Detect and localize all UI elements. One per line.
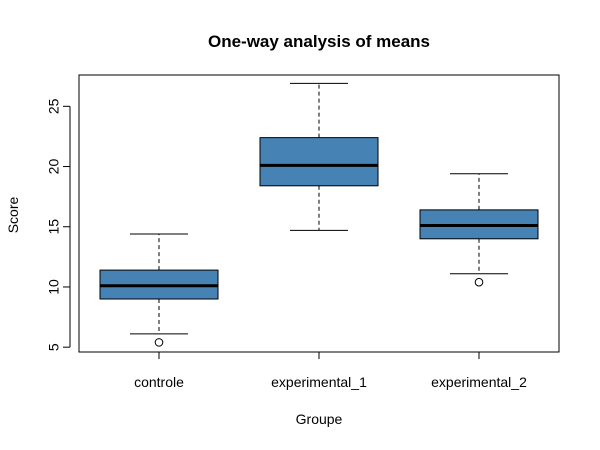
box-controle	[99, 233, 219, 347]
outlier-point	[154, 338, 164, 347]
y-tick-label: 5	[46, 343, 62, 351]
outlier-point	[474, 277, 484, 287]
boxplot-marks	[99, 82, 539, 347]
x-tick-label: experimental_2	[431, 374, 527, 390]
x-axis-label: Groupe	[296, 411, 343, 427]
box-experimental_1	[259, 82, 379, 231]
box-experimental_2	[419, 173, 539, 287]
y-tick-label: 20	[46, 159, 62, 175]
x-axis: controle experimental_1 experimental_2	[134, 351, 527, 390]
chart-title: One-way analysis of means	[208, 32, 430, 51]
y-axis: 5 10 15 20 25	[46, 98, 71, 351]
x-tick-label: controle	[134, 374, 184, 390]
iqr-box	[259, 137, 379, 187]
x-tick-label: experimental_1	[271, 374, 367, 390]
y-tick-label: 15	[46, 219, 62, 235]
y-axis-label: Score	[5, 197, 21, 234]
y-tick-label: 10	[46, 279, 62, 295]
y-tick-label: 25	[46, 98, 62, 114]
